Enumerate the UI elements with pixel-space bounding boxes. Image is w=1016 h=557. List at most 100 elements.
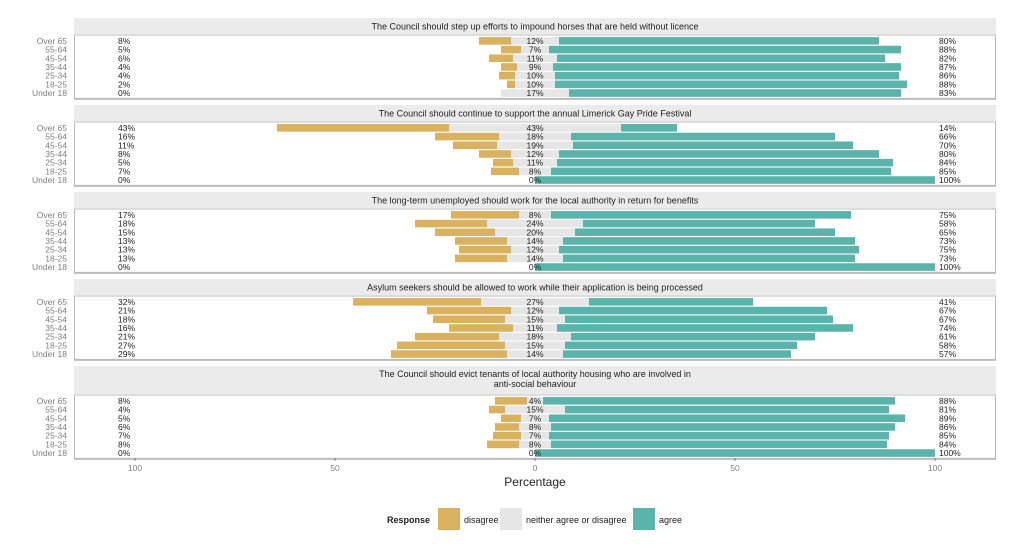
bar-neutral	[511, 37, 559, 45]
label-agree: 85%	[939, 431, 956, 441]
y-tick-label: 45-54	[45, 227, 67, 237]
label-disagree: 7%	[118, 166, 131, 176]
label-disagree: 4%	[118, 62, 131, 72]
y-tick-label: 25-34	[45, 431, 67, 441]
label-neutral: 27%	[526, 297, 543, 307]
y-tick-label: 45-54	[45, 140, 67, 150]
label-disagree: 27%	[118, 340, 135, 350]
legend-swatch-disagree	[438, 508, 460, 530]
label-neutral: 10%	[526, 79, 543, 89]
label-disagree: 13%	[118, 236, 135, 246]
bar-agree	[559, 37, 879, 45]
label-neutral: 15%	[526, 405, 543, 415]
bar-agree	[551, 211, 851, 219]
y-tick-label: Under 18	[32, 175, 67, 185]
label-disagree: 13%	[118, 245, 135, 255]
bar-agree	[549, 45, 901, 54]
bar-disagree	[487, 440, 519, 449]
y-tick-label: 25-34	[45, 158, 67, 168]
bar-neutral	[507, 350, 563, 358]
bar-disagree	[479, 37, 511, 45]
bar-neutral	[515, 80, 555, 89]
y-tick-label: 25-34	[45, 245, 67, 255]
label-neutral: 18%	[526, 332, 543, 342]
y-tick-label: 18-25	[45, 79, 67, 89]
y-tick-label: Over 65	[37, 36, 68, 46]
bar-neutral	[507, 254, 563, 263]
y-tick-label: 35-44	[45, 149, 67, 159]
bar-agree	[575, 228, 835, 237]
y-tick-label: Under 18	[32, 448, 67, 458]
facet-title: The long-term unemployed should work for…	[372, 196, 699, 206]
label-agree: 58%	[939, 340, 956, 350]
bar-agree	[565, 341, 797, 350]
label-neutral: 8%	[529, 422, 542, 432]
facet-panel: The long-term unemployed should work for…	[32, 192, 996, 274]
label-neutral: 0%	[529, 175, 542, 185]
label-disagree: 29%	[118, 349, 135, 359]
facet-panel: The Council should step up efforts to im…	[32, 18, 996, 100]
y-tick-label: 55-64	[45, 132, 67, 142]
label-agree: 100%	[939, 448, 961, 458]
label-disagree: 7%	[118, 431, 131, 441]
facet-panel: The Council should continue to support t…	[32, 105, 996, 187]
bar-disagree	[489, 405, 505, 414]
label-agree: 86%	[939, 71, 956, 81]
bar-agree	[573, 141, 853, 150]
bar-agree	[559, 150, 879, 158]
y-tick-label: 45-54	[45, 413, 67, 423]
y-tick-label: 55-64	[45, 405, 67, 415]
y-tick-label: 25-34	[45, 332, 67, 342]
label-neutral: 11%	[527, 158, 544, 168]
label-neutral: 7%	[529, 431, 542, 441]
label-agree: 89%	[939, 413, 956, 423]
bar-agree	[551, 440, 887, 449]
label-disagree: 0%	[118, 448, 131, 458]
label-neutral: 43%	[526, 123, 543, 133]
bar-neutral	[519, 211, 551, 219]
label-disagree: 5%	[118, 413, 131, 423]
bar-neutral	[521, 45, 549, 54]
label-disagree: 17%	[118, 210, 135, 220]
bar-disagree	[391, 350, 507, 358]
bar-neutral	[513, 54, 557, 63]
bar-agree	[571, 132, 835, 141]
x-tick-label: 100	[128, 463, 142, 473]
facet-strip	[74, 192, 996, 208]
bar-disagree	[451, 211, 519, 219]
bar-disagree	[455, 237, 507, 245]
label-disagree: 4%	[118, 71, 131, 81]
bar-neutral	[505, 405, 565, 414]
label-disagree: 15%	[118, 227, 135, 237]
x-tick-label: 50	[730, 463, 740, 473]
label-disagree: 8%	[118, 36, 131, 46]
label-neutral: 0%	[529, 448, 542, 458]
label-agree: 75%	[939, 245, 956, 255]
bar-disagree	[491, 167, 519, 176]
y-tick-label: 18-25	[45, 340, 67, 350]
bar-neutral	[519, 167, 551, 176]
label-disagree: 21%	[118, 306, 135, 316]
bar-agree	[543, 397, 895, 405]
label-disagree: 8%	[118, 439, 131, 449]
facet-strip	[74, 366, 996, 394]
label-disagree: 16%	[118, 132, 135, 142]
y-tick-label: 55-64	[45, 219, 67, 229]
y-tick-label: 45-54	[45, 314, 67, 324]
bar-neutral	[511, 245, 559, 254]
y-tick-label: 55-64	[45, 306, 67, 316]
label-agree: 87%	[939, 62, 956, 72]
label-agree: 70%	[939, 140, 956, 150]
label-agree: 84%	[939, 158, 956, 168]
bar-disagree	[507, 80, 515, 89]
label-neutral: 18%	[526, 132, 543, 142]
bar-neutral	[505, 341, 565, 350]
facet-strip	[74, 279, 996, 295]
bar-agree	[571, 332, 815, 341]
bar-disagree	[449, 324, 513, 332]
label-agree: 73%	[939, 236, 956, 246]
label-disagree: 6%	[118, 422, 131, 432]
y-tick-label: 35-44	[45, 422, 67, 432]
bar-agree	[563, 350, 791, 358]
label-agree: 67%	[939, 306, 956, 316]
